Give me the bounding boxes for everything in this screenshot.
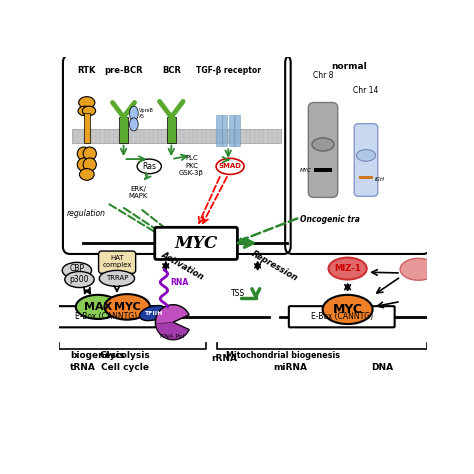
Ellipse shape: [80, 169, 94, 180]
FancyBboxPatch shape: [289, 306, 395, 328]
Text: miRNA: miRNA: [273, 364, 308, 373]
Text: MIZ-1: MIZ-1: [334, 264, 361, 273]
Bar: [72, 129, 282, 143]
Text: Ras: Ras: [142, 162, 156, 171]
Ellipse shape: [78, 106, 91, 116]
Ellipse shape: [129, 106, 138, 121]
Text: TGF-β receptor: TGF-β receptor: [196, 66, 261, 75]
Text: E-Box (CANNTG): E-Box (CANNTG): [75, 312, 137, 321]
Ellipse shape: [83, 147, 96, 160]
Bar: [359, 176, 374, 179]
Text: normal: normal: [332, 63, 367, 72]
Text: λ5: λ5: [139, 114, 145, 119]
Bar: [314, 168, 332, 172]
Text: PLC
PKC
GSK-3β: PLC PKC GSK-3β: [179, 155, 204, 176]
Text: Mitochondrial biogenesis: Mitochondrial biogenesis: [226, 351, 340, 360]
Ellipse shape: [76, 295, 120, 319]
FancyBboxPatch shape: [354, 124, 378, 196]
Ellipse shape: [129, 118, 138, 131]
Ellipse shape: [77, 147, 91, 160]
Text: MYC: MYC: [174, 235, 218, 252]
Text: MAX: MAX: [84, 302, 112, 312]
Text: SMAD: SMAD: [219, 164, 242, 169]
Text: Cell cycle: Cell cycle: [101, 364, 149, 373]
Ellipse shape: [79, 97, 95, 109]
Text: RNA Pol: RNA Pol: [160, 334, 184, 339]
Text: pre-BCR: pre-BCR: [104, 66, 143, 75]
Text: Oncogenic tra: Oncogenic tra: [300, 215, 360, 224]
Ellipse shape: [356, 150, 375, 161]
Text: IGH: IGH: [375, 177, 385, 182]
Ellipse shape: [62, 263, 91, 278]
Text: VpreB: VpreB: [139, 109, 154, 113]
Wedge shape: [155, 322, 189, 340]
Text: Chr 14: Chr 14: [353, 86, 379, 95]
Text: biogenesis: biogenesis: [70, 351, 125, 360]
Ellipse shape: [323, 295, 373, 324]
Text: MYC: MYC: [300, 167, 312, 173]
Text: Activation: Activation: [159, 250, 205, 282]
FancyBboxPatch shape: [99, 251, 136, 273]
Bar: [229, 115, 235, 146]
Ellipse shape: [137, 159, 161, 173]
Bar: [167, 117, 176, 143]
Text: CBP: CBP: [69, 264, 84, 273]
Text: E-Box (CANNTG): E-Box (CANNTG): [310, 312, 373, 321]
Text: RNA: RNA: [170, 278, 189, 287]
Ellipse shape: [104, 294, 150, 319]
Ellipse shape: [216, 158, 244, 174]
Text: MYC: MYC: [333, 303, 363, 316]
Bar: [84, 113, 90, 143]
Text: tRNA: tRNA: [70, 364, 96, 373]
Text: regulation: regulation: [66, 210, 106, 219]
Text: DNA: DNA: [372, 364, 393, 373]
Ellipse shape: [328, 258, 367, 280]
Text: TFIIH: TFIIH: [144, 310, 162, 316]
Text: RTK: RTK: [78, 66, 96, 75]
Text: rRNA: rRNA: [212, 355, 237, 364]
FancyBboxPatch shape: [155, 228, 237, 259]
Bar: [222, 115, 228, 146]
Ellipse shape: [139, 306, 166, 321]
FancyBboxPatch shape: [308, 102, 337, 197]
Ellipse shape: [99, 270, 135, 286]
Text: MYC: MYC: [114, 302, 141, 312]
Wedge shape: [155, 305, 189, 340]
Ellipse shape: [82, 106, 96, 116]
Ellipse shape: [400, 258, 437, 280]
Text: Glycolysis: Glycolysis: [100, 351, 151, 360]
Text: BCR: BCR: [162, 66, 181, 75]
Bar: [119, 117, 128, 143]
Bar: [235, 115, 240, 146]
Bar: [216, 115, 222, 146]
Text: TRRAP: TRRAP: [106, 275, 128, 282]
Text: HAT
complex: HAT complex: [102, 255, 132, 268]
Text: ERK/
MAPK: ERK/ MAPK: [128, 186, 148, 200]
Ellipse shape: [65, 272, 94, 288]
Ellipse shape: [83, 158, 96, 171]
Text: p300: p300: [70, 275, 89, 284]
Ellipse shape: [77, 158, 91, 171]
Ellipse shape: [312, 138, 334, 151]
FancyBboxPatch shape: [56, 306, 156, 328]
Text: TSS: TSS: [231, 289, 246, 298]
Text: Repression: Repression: [249, 249, 299, 283]
Text: Chr 8: Chr 8: [313, 72, 333, 81]
